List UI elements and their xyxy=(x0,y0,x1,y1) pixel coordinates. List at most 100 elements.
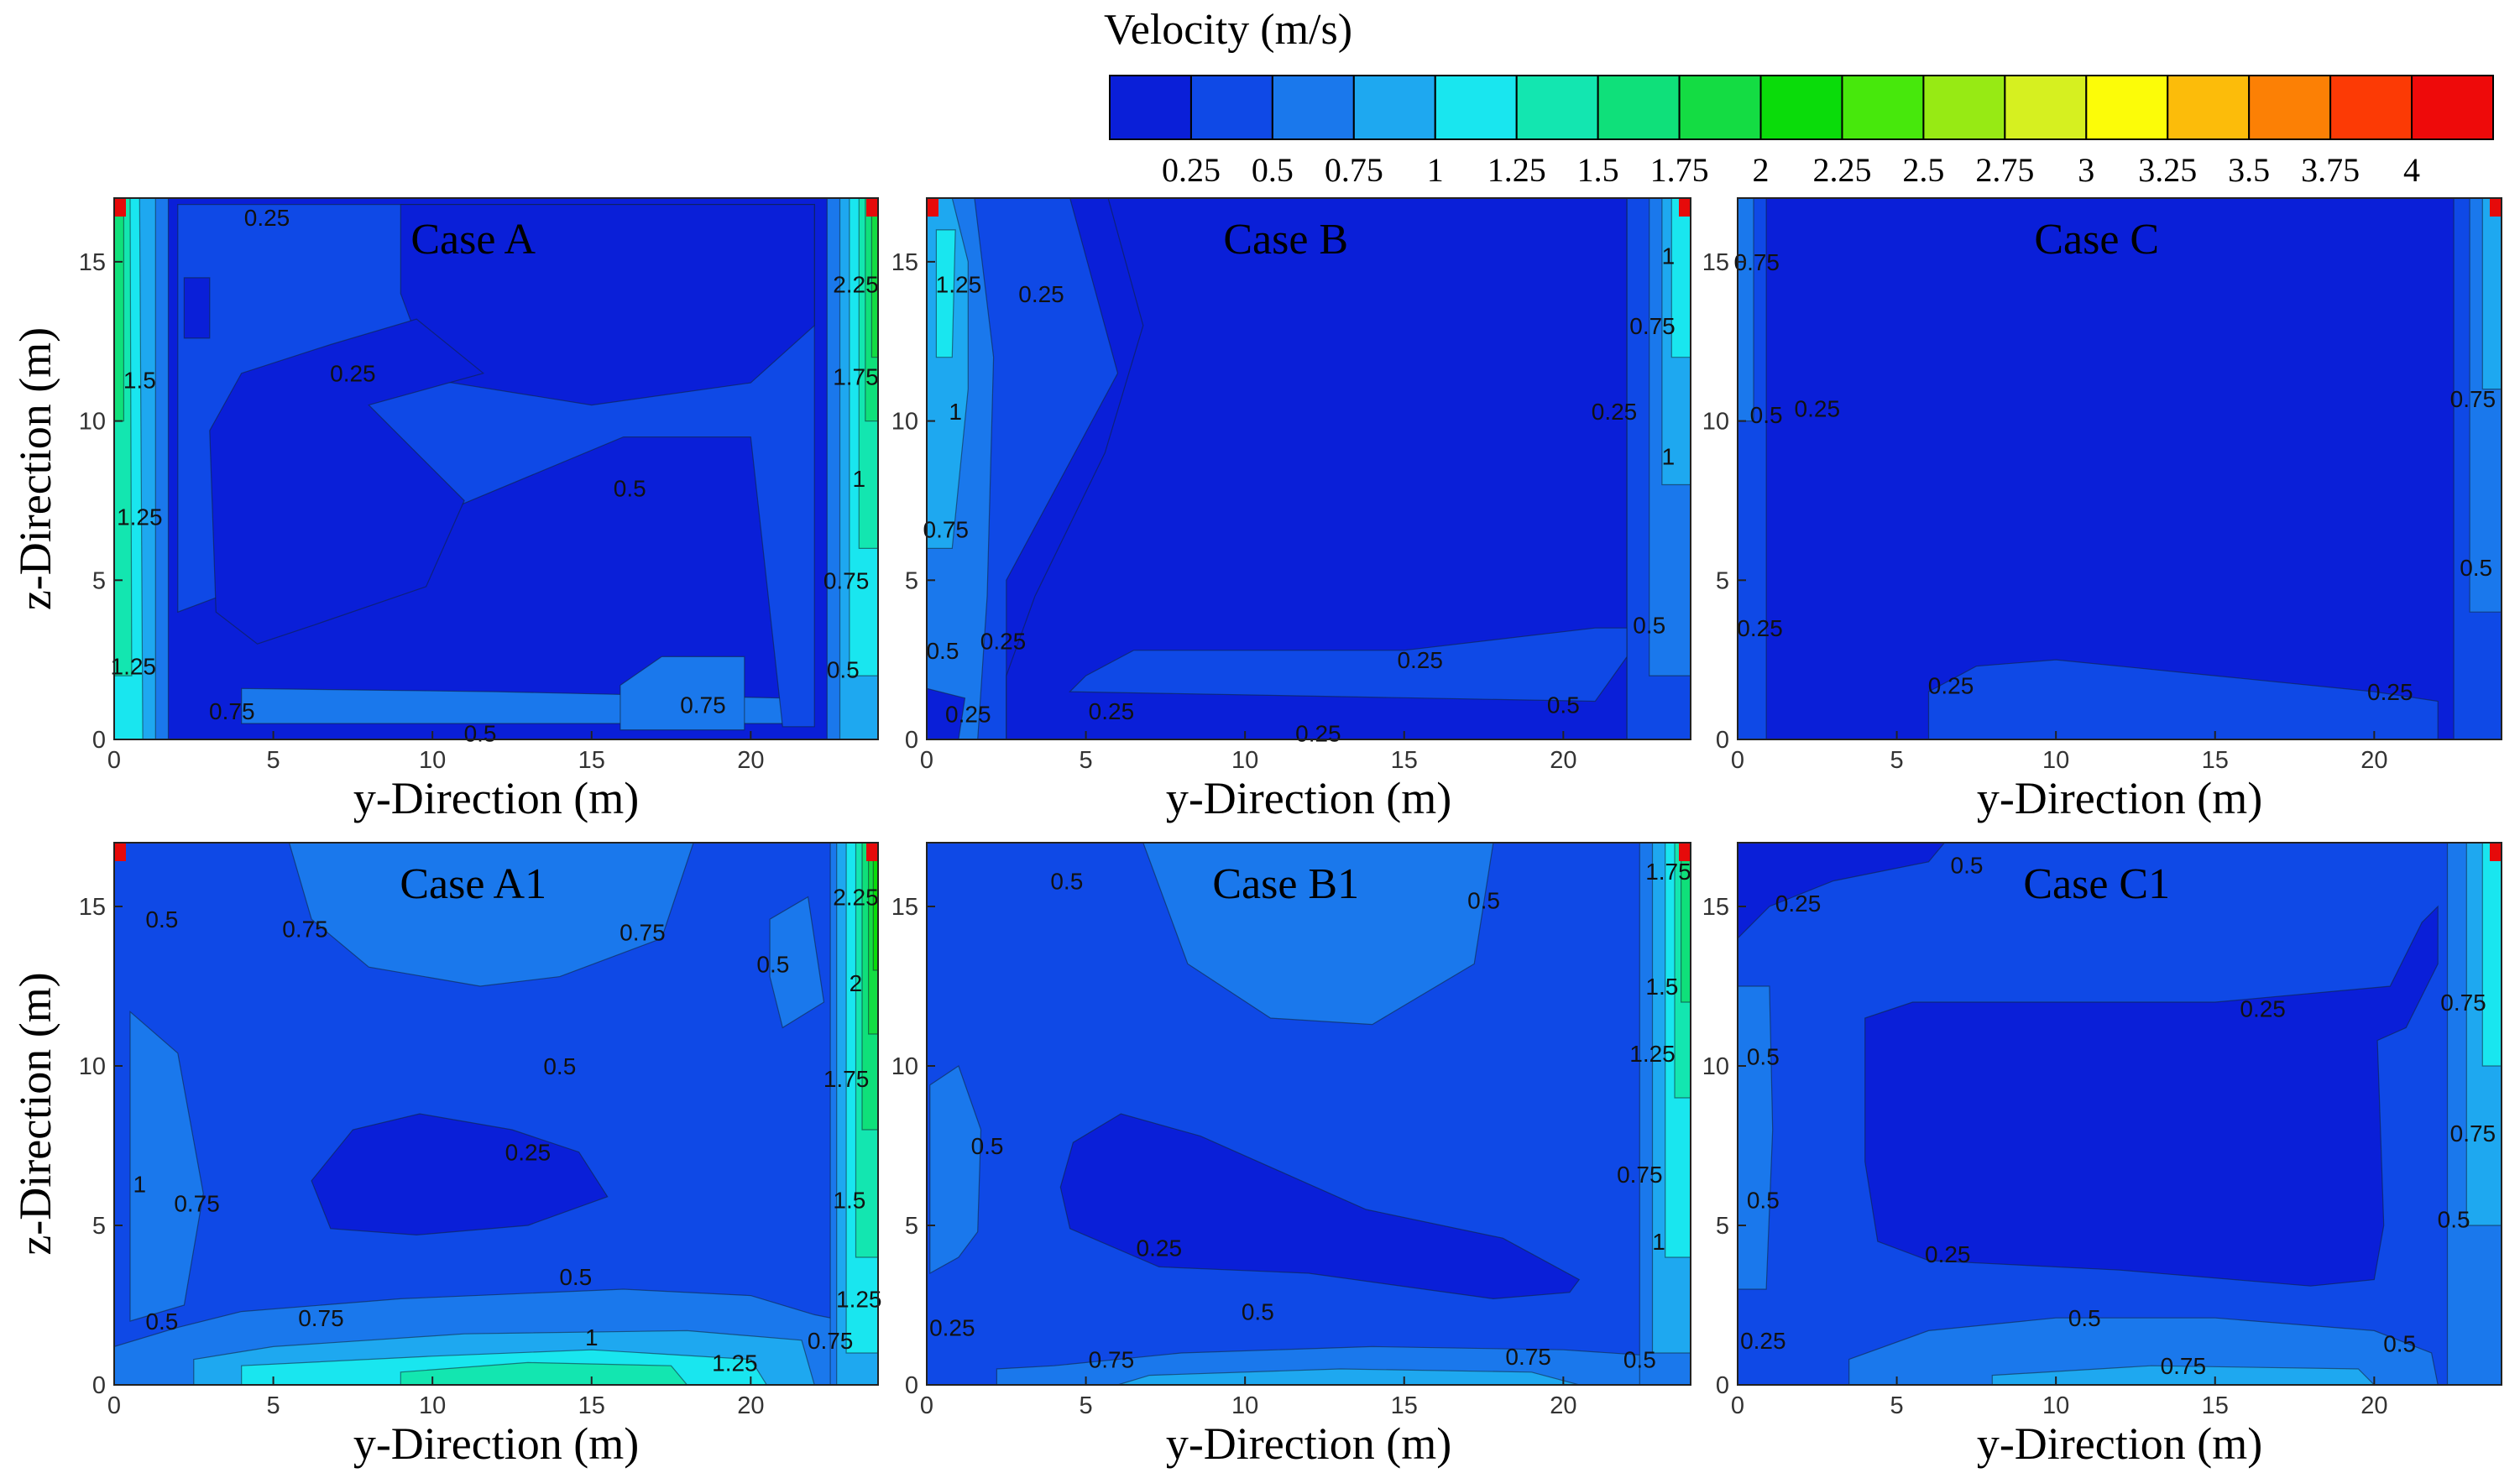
x-tick-label: 0 xyxy=(107,747,121,774)
outlet-mark xyxy=(866,843,878,861)
contour-label: 0.75 xyxy=(2161,1353,2207,1379)
colorbar-swatch xyxy=(1515,75,1599,140)
contour-region xyxy=(1142,843,1494,1026)
contour-label: 1.25 xyxy=(117,504,163,530)
inlet-mark xyxy=(114,198,126,217)
x-tick-label: 10 xyxy=(419,747,446,774)
contour-label: 0.25 xyxy=(1018,281,1064,307)
contour-label: 0.25 xyxy=(1737,615,1783,641)
colorbar-tick-label: 4 xyxy=(2403,151,2420,189)
contour-label: 0.75 xyxy=(282,917,328,943)
inlet-mark xyxy=(114,843,126,861)
colorbar-swatch xyxy=(2167,75,2251,140)
contour-region xyxy=(1738,843,1946,939)
contour-field xyxy=(1738,843,2502,1385)
contour-region xyxy=(1738,198,2502,739)
contour-label: 0.75 xyxy=(620,919,666,945)
contour-region xyxy=(129,1011,204,1322)
outlet-mark xyxy=(866,198,878,217)
contour-label: 0.5 xyxy=(2460,555,2492,581)
contour-region xyxy=(183,277,211,339)
contour-label: 1.5 xyxy=(123,367,156,393)
colorbar-tick-label: 2.75 xyxy=(1975,151,2034,189)
contour-label: 0.25 xyxy=(2240,996,2286,1022)
contour-label: 0.5 xyxy=(827,657,860,683)
contour-label: 0.5 xyxy=(926,638,959,664)
outlet-mark xyxy=(1679,843,1691,861)
plot-frame xyxy=(113,842,879,1386)
colorbar-tick-label: 0.25 xyxy=(1162,151,1221,189)
x-axis-label: y-Direction (m) xyxy=(1166,1418,1451,1469)
contour-label: 0.5 xyxy=(464,720,497,746)
colorbar-tick-label: 1 xyxy=(1427,151,1444,189)
contour-label: 0.25 xyxy=(1795,395,1841,421)
contour-label: 0.5 xyxy=(1747,1188,1780,1214)
contour-region xyxy=(288,843,694,987)
contour-field xyxy=(114,198,878,739)
panel-case-a1: 0.5 0.75 0.75 0.5 0.5 0.25 0.75 1 0.5 0.75 1 1.25 0.… xyxy=(10,842,882,1469)
colorbar-tick-label: 0.75 xyxy=(1325,151,1383,189)
y-tick-label: 0 xyxy=(92,727,106,754)
y-tick-label: 10 xyxy=(1702,1053,1729,1080)
contour-label: 0.5 xyxy=(1633,612,1665,638)
x-tick-label: 10 xyxy=(2042,747,2069,774)
x-tick-label: 20 xyxy=(1550,1392,1576,1419)
contour-label: 1.25 xyxy=(712,1350,758,1376)
contour-label: 0.75 xyxy=(1617,1162,1663,1188)
contour-label: 1.75 xyxy=(833,363,879,389)
contour-region xyxy=(1069,627,1628,703)
colorbar-swatch xyxy=(1922,75,2006,140)
y-tick-label: 15 xyxy=(1702,249,1729,276)
x-tick-label: 10 xyxy=(419,1392,446,1419)
contour-label: 0.5 xyxy=(1747,1044,1780,1070)
contour-label: 0.75 xyxy=(923,517,970,543)
panel-title: Case B xyxy=(1223,216,1348,264)
y-tick-label: 10 xyxy=(891,1053,918,1080)
colorbar: 0.25 0.5 0.75 1 1.25 1.5 1.75 2 2.25 2.5 2.75 3 3.25… xyxy=(1109,75,2495,189)
x-tick-label: 0 xyxy=(107,1392,121,1419)
contour-region xyxy=(620,656,745,731)
colorbar-tick-label: 3.5 xyxy=(2228,151,2270,189)
contour-label: 1 xyxy=(1652,1229,1665,1255)
contour-label: 0.75 xyxy=(1629,313,1676,339)
contour-label: 1.5 xyxy=(833,1188,865,1214)
contour-region xyxy=(1059,1113,1581,1300)
colorbar-swatch xyxy=(1271,75,1355,140)
contour-label: 1 xyxy=(852,466,865,492)
x-tick-label: 15 xyxy=(2202,1392,2229,1419)
contour-region xyxy=(400,1361,688,1385)
contour-label: 2.25 xyxy=(833,271,879,297)
contour-label: 1 xyxy=(133,1172,147,1198)
colorbar-swatch xyxy=(1759,75,1843,140)
contour-label: 1 xyxy=(585,1324,599,1350)
y-tick-label: 5 xyxy=(92,1213,106,1240)
x-tick-label: 5 xyxy=(1890,747,1904,774)
contour-label: 0.5 xyxy=(2068,1305,2101,1331)
contour-label: 0.5 xyxy=(1467,887,1500,913)
colorbar-swatch xyxy=(1597,75,1681,140)
colorbar-swatch xyxy=(2004,75,2088,140)
y-tick-label: 0 xyxy=(905,727,918,754)
contour-region xyxy=(870,198,878,358)
y-tick-label: 5 xyxy=(905,567,918,594)
contour-label: 0.5 xyxy=(1547,692,1580,718)
contour-label: 0.25 xyxy=(980,628,1027,654)
x-axis-label: y-Direction (m) xyxy=(1977,1418,2262,1469)
colorbar-tick-label: 2.25 xyxy=(1812,151,1871,189)
contour-region xyxy=(1864,905,2439,1287)
outlet-mark xyxy=(2490,843,2502,861)
y-tick-label: 0 xyxy=(92,1372,106,1399)
y-tick-label: 0 xyxy=(905,1372,918,1399)
contour-label: 0.5 xyxy=(1623,1347,1656,1373)
contour-region xyxy=(2481,198,2502,390)
contour-region xyxy=(2481,843,2502,1067)
contour-label: 0.75 xyxy=(2450,1120,2496,1147)
plot-frame xyxy=(1737,197,2502,740)
contour-region xyxy=(1680,843,1691,1003)
contour-label: 0.5 xyxy=(1050,869,1083,895)
contour-region xyxy=(1738,985,1774,1290)
contour-region xyxy=(1991,1365,2376,1385)
panel-case-b1: 0.5 0.5 0.5 0.25 0.5 0.75 0.75 0.5 0.25 1.75 1.5 1.… xyxy=(891,842,1691,1469)
contour-label: 0.25 xyxy=(1775,891,1822,917)
